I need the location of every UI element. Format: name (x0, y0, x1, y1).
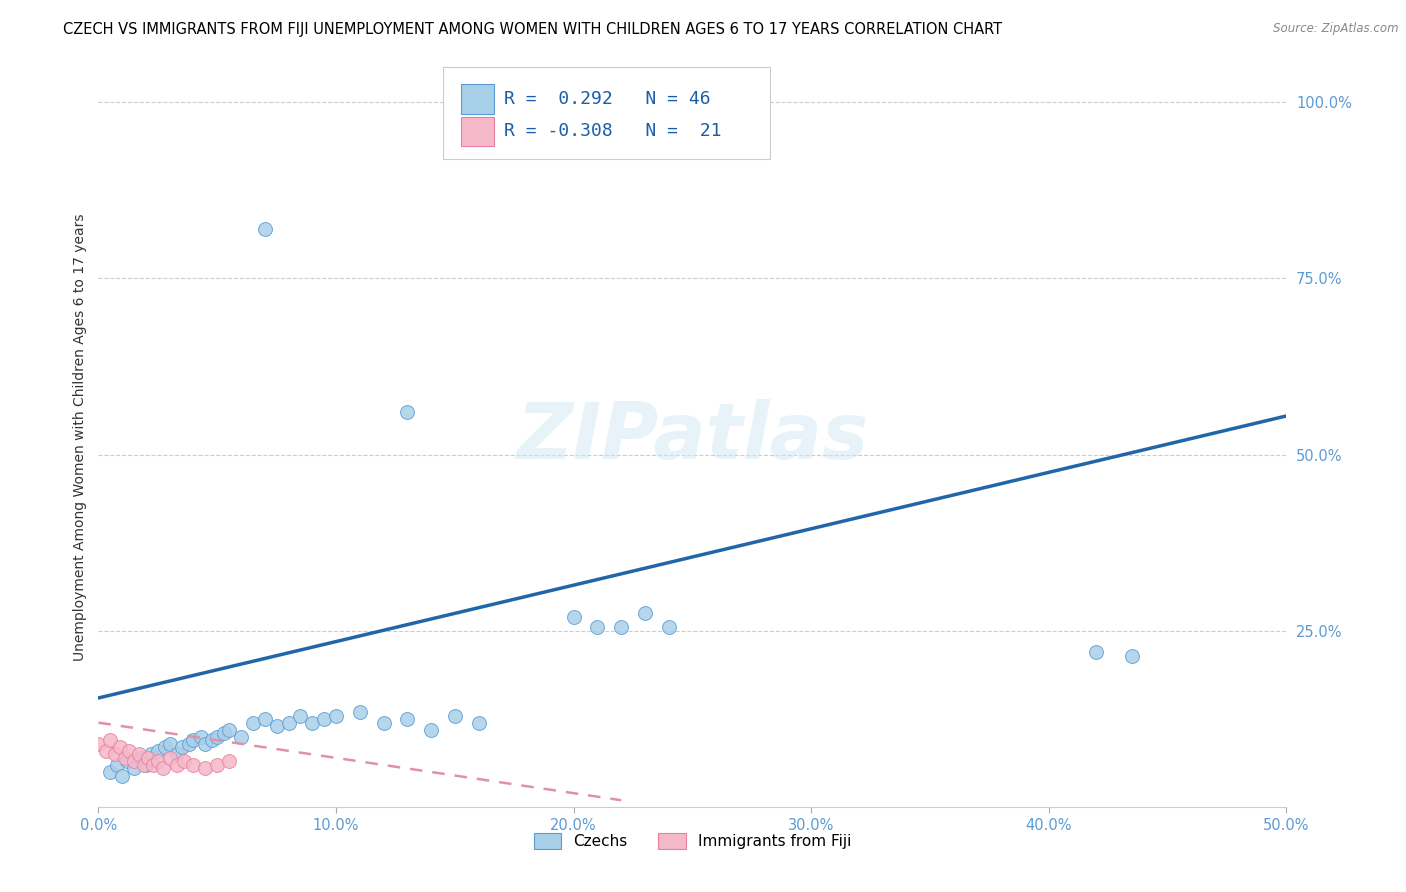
Point (1121, 648, 1143, 663)
FancyBboxPatch shape (443, 67, 769, 160)
Point (136, 751, 159, 765)
Point (396, 405, 419, 419)
Point (194, 737, 217, 751)
Point (118, 744, 141, 758)
Point (467, 715, 489, 730)
Text: CZECH VS IMMIGRANTS FROM FIJI UNEMPLOYMENT AMONG WOMEN WITH CHILDREN AGES 6 TO 1: CZECH VS IMMIGRANTS FROM FIJI UNEMPLOYME… (63, 22, 1002, 37)
Point (325, 708, 347, 723)
Point (396, 712, 419, 726)
Text: R = -0.308   N =  21: R = -0.308 N = 21 (503, 122, 721, 140)
Point (87, 737, 110, 751)
Point (159, 737, 181, 751)
Point (159, 751, 181, 765)
Point (218, 755, 240, 769)
Point (142, 758, 165, 772)
Point (104, 747, 127, 762)
Point (586, 620, 609, 634)
Point (115, 755, 138, 769)
Point (1085, 645, 1108, 659)
Point (108, 740, 131, 755)
Point (253, 222, 276, 236)
Point (183, 758, 205, 772)
Point (166, 758, 188, 772)
Point (349, 705, 371, 719)
Point (301, 715, 323, 730)
Point (562, 610, 585, 624)
Text: ZIPatlas: ZIPatlas (516, 399, 869, 475)
Point (183, 733, 205, 747)
Text: R =  0.292   N = 46: R = 0.292 N = 46 (503, 90, 710, 108)
Point (214, 726, 236, 740)
Point (128, 747, 150, 762)
Text: Source: ZipAtlas.com: Source: ZipAtlas.com (1274, 22, 1399, 36)
Point (201, 733, 224, 747)
Point (153, 740, 176, 755)
Point (444, 708, 467, 723)
Point (190, 730, 212, 744)
Point (114, 751, 136, 765)
Point (266, 719, 288, 733)
Point (658, 620, 681, 634)
Point (139, 747, 162, 762)
Point (314, 712, 336, 726)
Point (229, 730, 252, 744)
Point (111, 768, 134, 782)
Y-axis label: Unemployment Among Women with Children Ages 6 to 17 years: Unemployment Among Women with Children A… (73, 213, 87, 661)
Point (242, 715, 264, 730)
Point (207, 730, 229, 744)
Point (253, 712, 276, 726)
Point (94, 744, 117, 758)
Point (173, 755, 195, 769)
Point (207, 758, 229, 772)
Point (146, 755, 169, 769)
Point (146, 744, 169, 758)
Point (122, 762, 145, 776)
Point (170, 740, 193, 755)
Point (122, 755, 145, 769)
Point (152, 762, 174, 776)
Point (610, 620, 633, 634)
Point (107, 758, 129, 772)
Point (132, 758, 155, 772)
Point (218, 723, 240, 737)
Point (129, 751, 152, 765)
Point (98, 733, 121, 747)
Point (277, 715, 299, 730)
Point (491, 95, 513, 110)
FancyBboxPatch shape (461, 84, 494, 113)
Point (177, 737, 200, 751)
Legend: Czechs, Immigrants from Fiji: Czechs, Immigrants from Fiji (527, 827, 858, 855)
FancyBboxPatch shape (461, 117, 494, 146)
Point (634, 607, 657, 621)
Point (420, 723, 443, 737)
Point (135, 758, 157, 772)
Point (194, 762, 217, 776)
Point (98, 764, 121, 779)
Point (290, 708, 312, 723)
Point (373, 715, 395, 730)
Point (166, 747, 188, 762)
